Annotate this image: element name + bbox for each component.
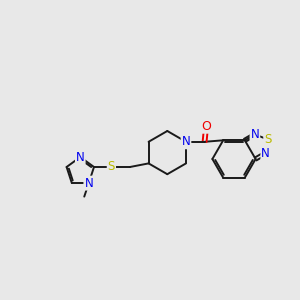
Text: S: S bbox=[264, 133, 272, 146]
Text: N: N bbox=[76, 151, 85, 164]
Text: S: S bbox=[108, 160, 115, 173]
Text: N: N bbox=[250, 128, 259, 141]
Text: O: O bbox=[201, 120, 211, 133]
Text: N: N bbox=[182, 135, 190, 148]
Text: N: N bbox=[261, 147, 270, 160]
Text: N: N bbox=[84, 177, 93, 190]
